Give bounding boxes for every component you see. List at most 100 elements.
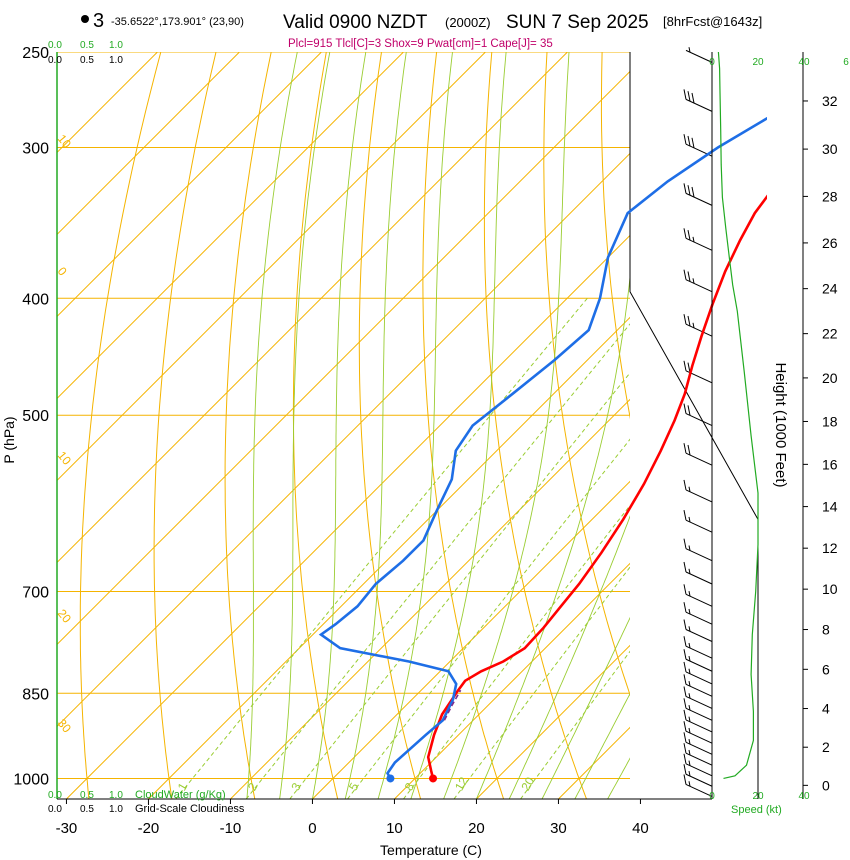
wind-barb-staff — [685, 741, 713, 755]
wind-barb-flag — [687, 315, 691, 327]
wind-barb-flag — [683, 709, 687, 720]
moist-adiabat-line — [574, 692, 630, 799]
dry-adiabat-line — [358, 52, 422, 799]
pressure-tick-label: 700 — [22, 585, 49, 602]
wind-barb — [683, 89, 713, 112]
wind-barb-staff — [685, 752, 713, 766]
wind-barb — [683, 743, 713, 766]
dry-adiabat-line — [224, 52, 272, 799]
wind-barb-flag — [687, 230, 691, 241]
mixing-ratio-line — [453, 566, 630, 799]
wind-barb-flag — [687, 271, 691, 282]
wind-barb-flag — [683, 443, 687, 454]
wind-barb-flag — [687, 405, 691, 416]
height-tick-label: 2 — [822, 739, 830, 755]
cloudiness-label: Grid-Scale Cloudiness — [135, 803, 245, 815]
speed-tick-0: 0 — [709, 791, 715, 802]
isotherm-line — [57, 52, 322, 318]
dry-adiabat-line — [422, 52, 505, 799]
y-axis-title: P (hPa) — [1, 416, 17, 463]
wind-barb-half-flag — [688, 608, 691, 615]
wind-barb-staff — [685, 519, 713, 533]
dewpoint-line — [318, 116, 767, 780]
x-tick-label: -30 — [56, 820, 78, 837]
wind-barb — [683, 774, 713, 797]
x-tick-label: -10 — [220, 820, 242, 837]
isotherm-line — [57, 52, 486, 482]
surface-dewpoint-dot — [386, 774, 395, 783]
utc-time: (2000Z) — [445, 15, 491, 30]
pressure-tick-label: 250 — [22, 45, 49, 62]
isotherm-line — [57, 152, 630, 728]
pressure-tick-label: 500 — [22, 408, 49, 425]
wind-barb — [683, 661, 713, 685]
x-tick-label: -20 — [138, 820, 160, 837]
wind-barb-half-flag — [688, 716, 691, 722]
wind-barb-flag — [683, 764, 687, 775]
wind-barb-flag — [683, 721, 687, 732]
wind-barb-staff — [685, 489, 713, 503]
wind-barb-flag — [683, 674, 687, 685]
cloudiness-tick-2: 1.0 — [109, 804, 123, 815]
wind-barb-staff — [685, 49, 713, 63]
height-axis-title: Height (1000 Feet) — [772, 362, 789, 487]
top-cloud-water-tick-0: 0.0 — [48, 40, 62, 51]
isotherm-line — [66, 234, 630, 799]
wind-barb-flag — [683, 403, 687, 414]
wind-barb-half-flag — [688, 486, 691, 492]
moist-adiabat-line — [508, 515, 630, 799]
wind-barb-half-flag — [688, 668, 691, 674]
station-number: 3 — [93, 10, 104, 32]
wind-barb — [683, 698, 713, 721]
parcel-line — [443, 689, 462, 721]
wind-barb — [683, 732, 713, 755]
top-speed-tick-6: 6 — [843, 57, 849, 68]
height-tick-label: 16 — [822, 456, 838, 472]
wind-barb — [683, 753, 713, 777]
top-cloudiness-tick-1: 0.5 — [80, 55, 94, 66]
isotherm-line — [57, 70, 630, 646]
wind-barb-half-flag — [688, 770, 691, 777]
wind-barb — [683, 403, 713, 427]
pressure-tick-label: 850 — [22, 686, 49, 703]
height-tick-label: 26 — [822, 235, 838, 251]
wind-barb-staff — [685, 645, 713, 659]
wind-barb-flag — [683, 686, 687, 697]
wind-barb-staff — [685, 696, 713, 709]
wind-barb-flag — [683, 561, 687, 573]
moist-adiabat-line — [246, 52, 298, 799]
speed-axis-title: Speed (kt) — [731, 804, 782, 816]
wind-barb-half-flag — [688, 705, 691, 711]
top-speed-tick-20: 20 — [752, 57, 764, 68]
isotherm-line — [57, 52, 404, 400]
wind-barb-staff — [685, 658, 713, 672]
wind-barb-half-flag — [688, 739, 691, 745]
wind-barb-half-flag — [692, 236, 695, 243]
plot-right-edge — [629, 52, 759, 799]
wind-barb-flag — [691, 92, 695, 104]
wind-barb-staff — [685, 413, 713, 427]
wind-barb — [683, 183, 713, 206]
pressure-tick-label: 400 — [22, 291, 49, 308]
cloudiness-tick-1: 0.5 — [80, 804, 94, 815]
wind-barb-half-flag — [688, 781, 691, 787]
wind-barb-half-flag — [688, 591, 691, 597]
cloud-water-tick-0: 0.0 — [48, 790, 62, 801]
wind-barb-half-flag — [688, 760, 691, 766]
wind-barb-flag — [691, 186, 695, 198]
isotherm-line — [148, 316, 630, 799]
wind-barb-staff — [685, 730, 713, 744]
height-tick-label: 22 — [822, 326, 838, 342]
plot-background — [57, 52, 630, 799]
dry-adiabat-line — [79, 52, 162, 799]
wind-barb-flag — [687, 185, 691, 196]
wind-barb-flag — [683, 538, 687, 549]
wind-barb — [683, 721, 713, 744]
dry-adiabat-line — [483, 52, 587, 799]
dry-adiabat-line — [600, 52, 630, 420]
wind-barb-flag — [687, 91, 691, 102]
wind-barb-staff — [685, 763, 713, 777]
wind-barb-half-flag — [688, 516, 691, 523]
wind-barb-half-flag — [688, 655, 691, 662]
